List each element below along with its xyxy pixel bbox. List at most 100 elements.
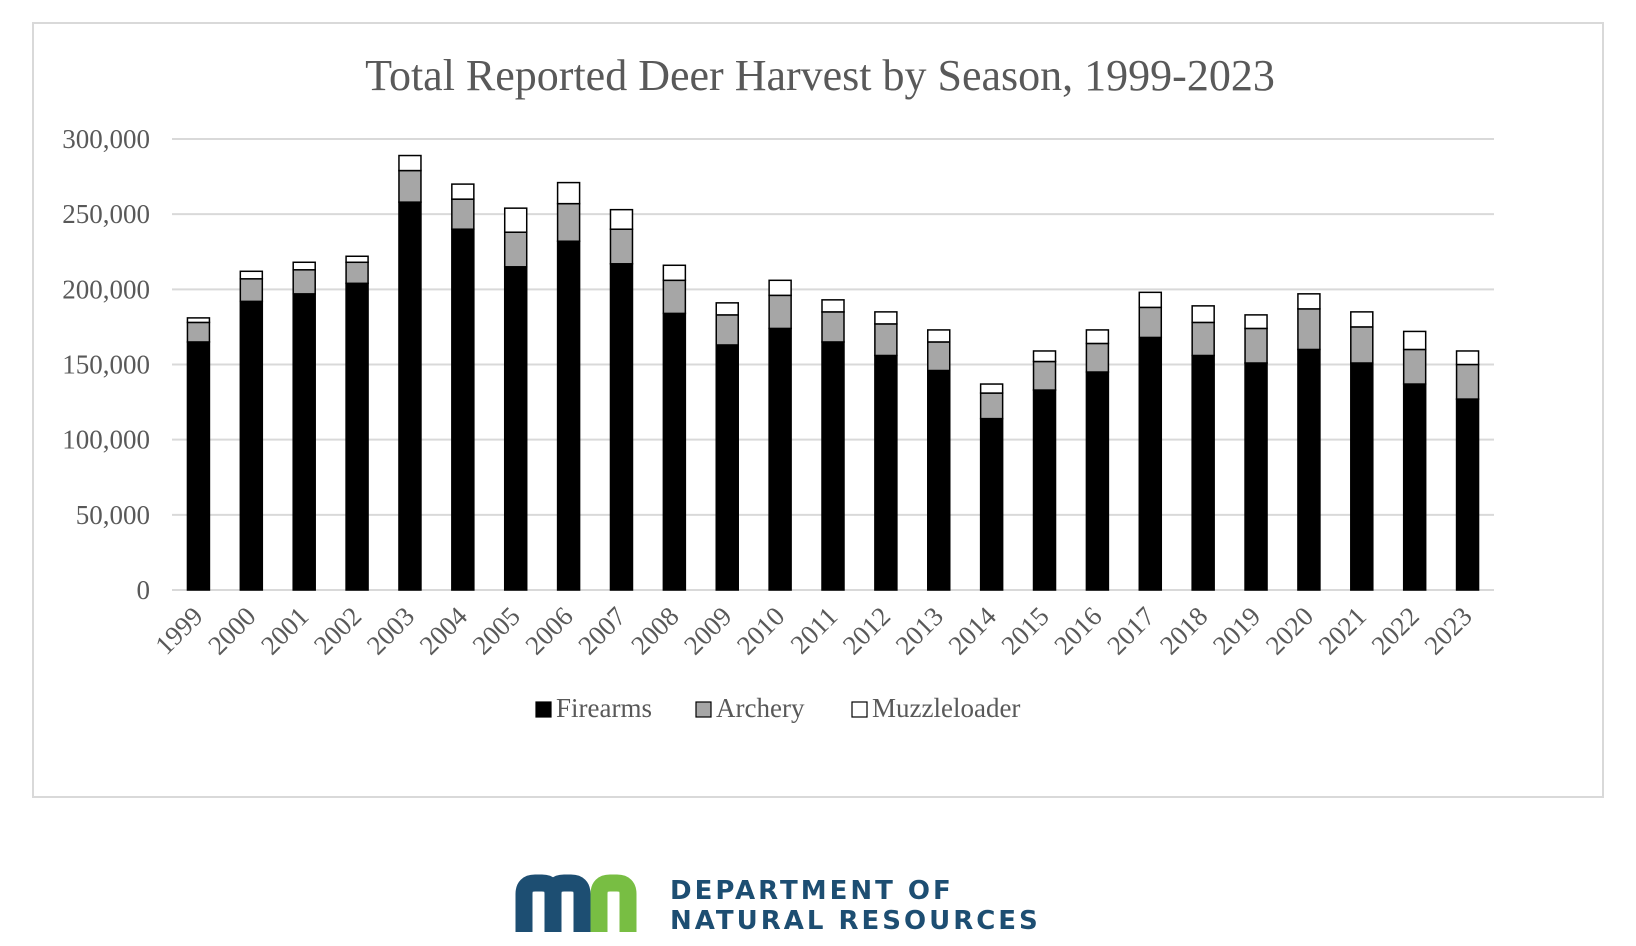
bar-segment-muzzleloader: [503, 207, 528, 233]
bar-segment-archery: [609, 228, 634, 265]
bar-segment-archery: [186, 321, 211, 343]
bar-segment-archery: [239, 278, 264, 303]
bar-segment-archery: [1244, 327, 1268, 364]
x-tick-label: 2017: [1101, 601, 1160, 660]
bar-segment-muzzleloader: [1455, 350, 1480, 366]
x-tick-label: 2013: [890, 601, 949, 660]
x-tick-label: 2004: [414, 601, 474, 661]
bar-segment-muzzleloader: [292, 261, 316, 271]
x-tick-label: 2023: [1418, 601, 1477, 660]
bar-segment-firearms: [1455, 398, 1480, 591]
bar-segment-firearms: [662, 312, 687, 591]
x-tick-label: 2016: [1048, 601, 1107, 660]
bar-segment-archery: [874, 323, 898, 357]
bar-segment-archery: [1402, 348, 1427, 385]
dnr-line-1: DEPARTMENT OF: [670, 876, 954, 906]
y-tick-label: 250,000: [62, 199, 150, 229]
x-tick-label: 2022: [1366, 601, 1425, 660]
bar-segment-firearms: [1244, 362, 1268, 591]
bar-segment-muzzleloader: [1402, 330, 1427, 351]
bar-segment-archery: [821, 311, 845, 343]
bar-segment-muzzleloader: [398, 154, 422, 172]
bar-segment-archery: [345, 261, 369, 285]
y-axis: 0 50,000 100,000 150,000 200,000 250,000 300,0…: [62, 124, 150, 605]
bar-segment-firearms: [609, 263, 634, 591]
bar-segment-archery: [1455, 363, 1480, 400]
bar-segment-muzzleloader: [451, 183, 475, 200]
x-tick-label: 2011: [785, 601, 844, 660]
x-tick-label: 2018: [1154, 601, 1213, 660]
bar-segment-archery: [979, 392, 1004, 420]
bar-segment-firearms: [1138, 336, 1163, 591]
bar-segment-archery: [556, 202, 581, 242]
y-tick-label: 0: [137, 575, 151, 605]
bar-segment-muzzleloader: [927, 329, 951, 343]
bar-segment-archery: [927, 341, 951, 372]
bar-segment-firearms: [556, 240, 581, 591]
bar-segment-firearms: [345, 282, 369, 591]
bar-segment-archery: [1297, 308, 1321, 351]
bar-segment-muzzleloader: [1297, 293, 1321, 310]
bar-segment-firearms: [1191, 354, 1215, 591]
bar-segment-firearms: [186, 341, 211, 591]
legend-swatch-firearms: [535, 701, 552, 718]
bar-segment-firearms: [292, 293, 316, 591]
bar-segment-muzzleloader: [874, 311, 898, 325]
legend-swatch-muzzleloader: [851, 701, 868, 718]
dnr-line-2: NATURAL RESOURCES: [670, 906, 1041, 936]
dnr-wordmark: DEPARTMENT OF NATURAL RESOURCES: [670, 876, 1041, 936]
bar-segment-archery: [503, 231, 528, 268]
bar-segment-muzzleloader: [662, 264, 687, 282]
legend: Firearms Archery Muzzleloader: [535, 693, 1020, 723]
x-tick-label: 2014: [942, 601, 1002, 661]
legend-swatch-archery: [695, 701, 712, 718]
bar-segment-firearms: [239, 300, 264, 591]
x-tick-label: 2012: [837, 601, 896, 660]
x-tick-label: 2010: [731, 601, 790, 660]
x-tick-label: 2008: [625, 601, 684, 660]
bar-segment-muzzleloader: [768, 279, 792, 297]
x-axis: 1999200020012002200320042005200620072008…: [149, 601, 1478, 661]
bar-segment-firearms: [1402, 383, 1427, 591]
legend-label-firearms: Firearms: [556, 693, 652, 723]
x-tick-label: 2006: [519, 601, 578, 660]
bar-segment-muzzleloader: [345, 255, 369, 264]
bar-segment-muzzleloader: [239, 270, 264, 280]
bar-segment-archery: [1032, 360, 1057, 391]
bar-segment-muzzleloader: [609, 208, 634, 230]
bar-segment-firearms: [1297, 348, 1321, 591]
bar-segment-muzzleloader: [186, 317, 211, 324]
bar-segment-archery: [1191, 321, 1215, 357]
bar-segment-muzzleloader: [715, 302, 739, 316]
bar-segment-firearms: [503, 266, 528, 591]
bar-segment-archery: [398, 169, 422, 203]
x-tick-label: 2002: [308, 601, 367, 660]
bars: [186, 154, 1480, 591]
chart: Total Reported Deer Harvest by Season, 1…: [62, 51, 1494, 723]
y-tick-label: 50,000: [76, 500, 150, 530]
bar-segment-muzzleloader: [1350, 311, 1374, 328]
x-tick-label: 2009: [678, 601, 737, 660]
bar-segment-firearms: [927, 369, 951, 591]
bar-segment-archery: [768, 294, 792, 330]
y-tick-label: 200,000: [62, 274, 150, 304]
bar-segment-muzzleloader: [1191, 305, 1215, 324]
x-tick-label: 2015: [995, 601, 1054, 660]
x-tick-label: 2019: [1207, 601, 1266, 660]
x-tick-label: 2021: [1313, 601, 1372, 660]
bar-segment-muzzleloader: [556, 181, 581, 205]
x-tick-label: 2003: [361, 601, 420, 660]
x-tick-label: 2020: [1260, 601, 1319, 660]
bar-segment-firearms: [979, 417, 1004, 591]
bar-segment-muzzleloader: [1138, 291, 1163, 309]
bar-segment-archery: [292, 269, 316, 295]
bar-segment-firearms: [1032, 389, 1057, 591]
chart-frame: Total Reported Deer Harvest by Season, 1…: [32, 22, 1604, 798]
bar-segment-firearms: [451, 228, 475, 591]
bar-segment-muzzleloader: [1032, 350, 1057, 363]
bar-segment-archery: [451, 198, 475, 230]
bar-segment-archery: [1085, 342, 1110, 373]
bar-segment-muzzleloader: [1244, 314, 1268, 330]
bar-segment-archery: [1350, 326, 1374, 364]
x-tick-label: 2005: [467, 601, 526, 660]
